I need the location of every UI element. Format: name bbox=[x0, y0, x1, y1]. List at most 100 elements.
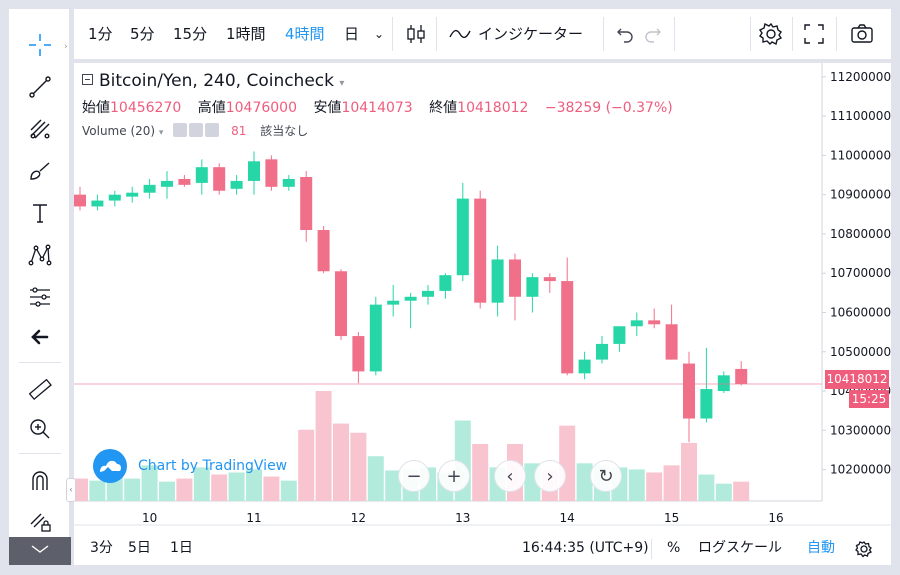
toolbar-divider bbox=[19, 362, 61, 363]
camera-icon[interactable] bbox=[848, 20, 876, 48]
drawing-toolbar: › bbox=[8, 8, 71, 566]
gear-icon[interactable] bbox=[854, 539, 874, 559]
candle-body bbox=[596, 343, 608, 360]
interval-4h[interactable]: 4時間 bbox=[285, 25, 325, 43]
chevron-left-icon: ‹ bbox=[506, 465, 514, 487]
eye-icon[interactable] bbox=[173, 123, 188, 137]
price-tick-label: 10500000 bbox=[830, 345, 891, 359]
price-tick-label: 10700000 bbox=[830, 266, 891, 280]
volume-label[interactable]: Volume (20) bbox=[82, 124, 156, 138]
ruler-icon[interactable] bbox=[9, 369, 71, 409]
range-5d[interactable]: 5日 bbox=[128, 540, 151, 556]
zoom-out-button[interactable]: − bbox=[398, 460, 430, 492]
gear-icon[interactable] bbox=[757, 20, 785, 48]
symbol-legend[interactable]: Bitcoin/Yen, 240, Coincheck ▾ bbox=[82, 71, 344, 91]
chevron-down-icon[interactable]: ▾ bbox=[339, 78, 345, 89]
interval-1m[interactable]: 1分 bbox=[88, 25, 113, 43]
volume-bar bbox=[246, 469, 262, 501]
log-scale-toggle[interactable]: ログスケール bbox=[698, 540, 782, 556]
clock-timezone[interactable]: 16:44:35 (UTC+9) bbox=[522, 540, 649, 556]
fullscreen-icon[interactable] bbox=[800, 20, 828, 48]
chart-panel[interactable]: 11200000 11100000 11000000 10900000 10800000… bbox=[66, 62, 892, 566]
close-icon[interactable] bbox=[205, 123, 220, 137]
candle-type-icon[interactable] bbox=[402, 20, 430, 48]
hide-drawings-button[interactable] bbox=[9, 537, 71, 565]
interval-5m[interactable]: 5分 bbox=[130, 25, 155, 43]
bottom-divider bbox=[651, 539, 652, 559]
eye-icon bbox=[31, 545, 49, 553]
tradingview-watermark[interactable]: Chart by TradingView bbox=[92, 448, 287, 484]
price-chart[interactable]: 11200000 11100000 11000000 10900000 10800000… bbox=[74, 63, 891, 565]
candle-body bbox=[700, 389, 713, 419]
candle-body bbox=[213, 167, 226, 191]
candle-body bbox=[317, 230, 330, 272]
time-tick-label: 16 bbox=[768, 511, 783, 525]
magnet-icon[interactable] bbox=[9, 461, 71, 501]
candle-body bbox=[265, 159, 278, 187]
volume-bar bbox=[280, 480, 297, 501]
interval-1h[interactable]: 1時間 bbox=[226, 25, 266, 43]
low-label: 安値 bbox=[313, 100, 342, 116]
period-select[interactable]: 日 bbox=[344, 25, 360, 43]
candle-body bbox=[474, 198, 487, 303]
volume-bar bbox=[576, 463, 593, 501]
open-value: 10456270 bbox=[110, 100, 182, 116]
volume-na: 該当なし bbox=[260, 124, 309, 138]
range-1d[interactable]: 1日 bbox=[170, 540, 193, 556]
chevron-down-icon[interactable]: ⌄ bbox=[374, 27, 385, 41]
candle-body bbox=[91, 200, 104, 207]
zoom-in-button[interactable]: + bbox=[438, 460, 470, 492]
volume-bar bbox=[124, 478, 141, 501]
candle-body bbox=[387, 300, 400, 305]
volume-bar bbox=[559, 425, 576, 501]
volume-bar bbox=[176, 478, 193, 501]
redo-icon[interactable] bbox=[640, 20, 668, 48]
zoom-in-icon[interactable] bbox=[9, 409, 71, 449]
chevron-right-icon[interactable]: › bbox=[64, 42, 68, 52]
candle-body bbox=[300, 177, 313, 231]
toolbar-divider bbox=[392, 17, 393, 51]
candle-body bbox=[369, 304, 382, 372]
chevron-left-icon[interactable]: ‹ bbox=[66, 478, 76, 502]
fib-retracement-icon[interactable] bbox=[9, 109, 71, 149]
undo-icon[interactable] bbox=[610, 20, 638, 48]
scroll-left-button[interactable]: ‹ bbox=[494, 460, 526, 492]
candle-body bbox=[439, 275, 452, 291]
collapse-icon[interactable] bbox=[82, 74, 93, 85]
time-tick-label: 12 bbox=[351, 511, 366, 525]
open-label: 始値 bbox=[82, 100, 110, 116]
candle-body bbox=[422, 290, 434, 297]
volume-legend: Volume (20) ▾ 81 該当なし bbox=[82, 122, 308, 139]
price-tick-label: 10200000 bbox=[830, 463, 891, 477]
scroll-right-button[interactable]: › bbox=[534, 460, 566, 492]
candle-body bbox=[561, 281, 574, 374]
indicators-icon[interactable] bbox=[446, 20, 474, 48]
brush-icon[interactable] bbox=[9, 151, 71, 191]
candle-body bbox=[126, 192, 139, 197]
lock-pencil-icon[interactable] bbox=[9, 501, 71, 541]
reset-chart-button[interactable]: ↻ bbox=[590, 460, 622, 492]
volume-bar bbox=[385, 470, 402, 501]
volume-bar bbox=[628, 469, 645, 501]
percent-toggle[interactable]: % bbox=[667, 540, 681, 556]
indicators-button[interactable]: インジケーター bbox=[478, 25, 584, 43]
tradingview-logo-icon bbox=[93, 449, 127, 483]
volume-bar bbox=[211, 474, 228, 501]
text-icon[interactable] bbox=[9, 193, 71, 233]
volume-bar bbox=[367, 456, 384, 501]
gear-icon[interactable] bbox=[189, 123, 204, 137]
high-value: 10476000 bbox=[225, 100, 297, 116]
pattern-icon[interactable] bbox=[9, 235, 71, 275]
arrow-left-icon[interactable] bbox=[9, 317, 71, 357]
trend-line-icon[interactable] bbox=[9, 67, 71, 107]
candle-body bbox=[613, 326, 626, 344]
prediction-icon[interactable] bbox=[9, 277, 71, 317]
chevron-down-icon[interactable]: ▾ bbox=[158, 128, 164, 138]
candle-body bbox=[717, 375, 730, 392]
interval-15m[interactable]: 15分 bbox=[173, 25, 208, 43]
volume-bar bbox=[472, 443, 489, 501]
auto-scale-toggle[interactable]: 自動 bbox=[807, 540, 835, 556]
range-3m[interactable]: 3分 bbox=[90, 540, 113, 556]
crosshair-icon[interactable] bbox=[9, 25, 71, 65]
volume-bar bbox=[733, 481, 750, 501]
